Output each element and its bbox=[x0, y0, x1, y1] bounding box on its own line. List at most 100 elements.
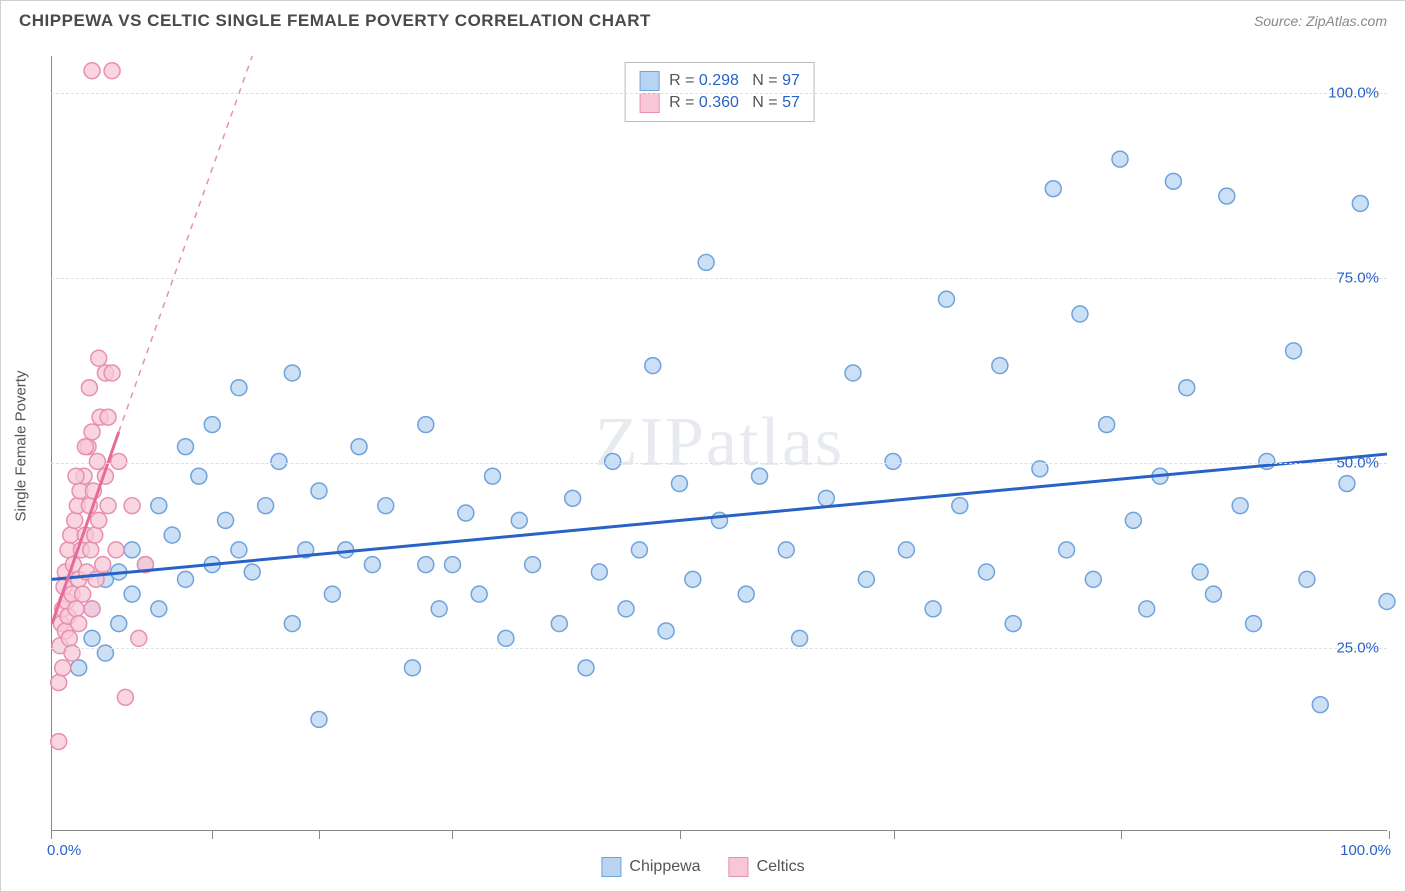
legend-item: Celtics bbox=[729, 857, 805, 877]
data-point bbox=[84, 424, 100, 440]
data-point bbox=[95, 557, 111, 573]
data-point bbox=[485, 468, 501, 484]
x-tick bbox=[319, 831, 320, 839]
legend-label: Chippewa bbox=[629, 858, 700, 876]
stats-row: R = 0.360 N = 57 bbox=[639, 93, 800, 113]
data-point bbox=[151, 601, 167, 617]
y-tick-label: 25.0% bbox=[1336, 640, 1379, 657]
data-point bbox=[431, 601, 447, 617]
data-point bbox=[258, 498, 274, 514]
y-tick-label: 75.0% bbox=[1336, 270, 1379, 287]
stats-text: R = 0.298 N = 97 bbox=[669, 72, 800, 90]
x-axis-min-label: 0.0% bbox=[47, 842, 81, 859]
data-point bbox=[91, 512, 107, 528]
data-point bbox=[605, 453, 621, 469]
data-point bbox=[992, 358, 1008, 374]
data-point bbox=[131, 630, 147, 646]
data-point bbox=[84, 63, 100, 79]
data-point bbox=[1099, 417, 1115, 433]
data-point bbox=[1072, 306, 1088, 322]
data-point bbox=[845, 365, 861, 381]
data-point bbox=[178, 439, 194, 455]
data-point bbox=[404, 660, 420, 676]
data-point bbox=[81, 380, 97, 396]
stats-legend-box: R = 0.298 N = 97 R = 0.360 N = 57 bbox=[624, 62, 815, 122]
data-point bbox=[111, 453, 127, 469]
data-point bbox=[818, 490, 834, 506]
data-point bbox=[1286, 343, 1302, 359]
data-point bbox=[498, 630, 514, 646]
data-point bbox=[68, 468, 84, 484]
data-point bbox=[525, 557, 541, 573]
data-point bbox=[418, 417, 434, 433]
data-point bbox=[1246, 616, 1262, 632]
chart-container: CHIPPEWA VS CELTIC SINGLE FEMALE POVERTY… bbox=[0, 0, 1406, 892]
data-point bbox=[752, 468, 768, 484]
data-point bbox=[1299, 571, 1315, 587]
data-point bbox=[471, 586, 487, 602]
data-point bbox=[75, 586, 91, 602]
data-point bbox=[164, 527, 180, 543]
x-tick bbox=[680, 831, 681, 839]
x-axis-max-label: 100.0% bbox=[1340, 842, 1391, 859]
legend-swatch bbox=[729, 857, 749, 877]
data-point bbox=[67, 512, 83, 528]
data-point bbox=[979, 564, 995, 580]
data-point bbox=[698, 254, 714, 270]
data-point bbox=[231, 380, 247, 396]
data-point bbox=[83, 542, 99, 558]
data-point bbox=[71, 660, 87, 676]
data-point bbox=[68, 601, 84, 617]
data-point bbox=[84, 630, 100, 646]
data-point bbox=[1205, 586, 1221, 602]
y-tick-label: 100.0% bbox=[1328, 85, 1379, 102]
data-point bbox=[1059, 542, 1075, 558]
data-point bbox=[244, 564, 260, 580]
data-point bbox=[1192, 564, 1208, 580]
data-point bbox=[271, 453, 287, 469]
data-point bbox=[71, 616, 87, 632]
data-point bbox=[671, 476, 687, 492]
source-attribution: Source: ZipAtlas.com bbox=[1254, 13, 1387, 29]
x-tick bbox=[1121, 831, 1122, 839]
data-point bbox=[938, 291, 954, 307]
data-point bbox=[1232, 498, 1248, 514]
x-tick bbox=[51, 831, 52, 839]
y-axis-label: Single Female Poverty bbox=[13, 371, 30, 522]
data-point bbox=[91, 350, 107, 366]
data-point bbox=[685, 571, 701, 587]
data-point bbox=[324, 586, 340, 602]
data-point bbox=[1112, 151, 1128, 167]
data-point bbox=[1219, 188, 1235, 204]
data-point bbox=[658, 623, 674, 639]
y-tick-label: 50.0% bbox=[1336, 455, 1379, 472]
data-point bbox=[631, 542, 647, 558]
trend-line-extrapolated bbox=[119, 56, 253, 432]
x-tick bbox=[1389, 831, 1390, 839]
stats-row: R = 0.298 N = 97 bbox=[639, 71, 800, 91]
data-point bbox=[364, 557, 380, 573]
x-tick bbox=[212, 831, 213, 839]
data-point bbox=[89, 453, 105, 469]
scatter-svg bbox=[52, 56, 1387, 830]
data-point bbox=[1045, 181, 1061, 197]
data-point bbox=[792, 630, 808, 646]
trend-line bbox=[52, 454, 1387, 579]
plot-wrap: ZIPatlas R = 0.298 N = 97R = 0.360 N = 5… bbox=[51, 56, 1387, 831]
data-point bbox=[124, 586, 140, 602]
data-point bbox=[63, 527, 79, 543]
data-point bbox=[61, 630, 77, 646]
data-point bbox=[858, 571, 874, 587]
data-point bbox=[1139, 601, 1155, 617]
data-point bbox=[124, 498, 140, 514]
gridline-h bbox=[51, 648, 1387, 649]
legend-label: Celtics bbox=[757, 858, 805, 876]
gridline-h bbox=[51, 93, 1387, 94]
data-point bbox=[1005, 616, 1021, 632]
data-point bbox=[1165, 173, 1181, 189]
data-point bbox=[151, 498, 167, 514]
data-point bbox=[445, 557, 461, 573]
plot-area: ZIPatlas R = 0.298 N = 97R = 0.360 N = 5… bbox=[51, 56, 1387, 831]
data-point bbox=[898, 542, 914, 558]
data-point bbox=[311, 483, 327, 499]
